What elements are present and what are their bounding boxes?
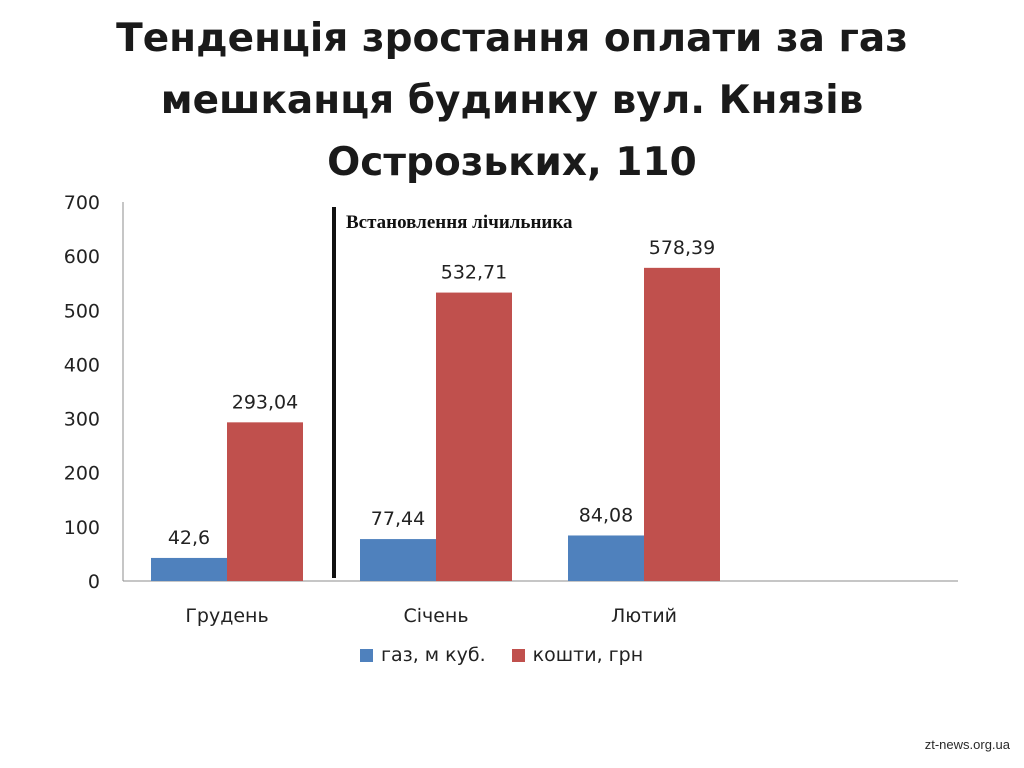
watermark: zt-news.org.ua [924,737,1010,752]
legend-item-money: кошти, грн [511,644,644,666]
x-tick-label: Січень [403,605,468,627]
bar-gas [568,535,644,581]
y-tick-label: 400 [64,354,100,376]
bar-gas [360,539,436,581]
y-tick-label: 300 [64,409,100,431]
title-line-1: Тенденція зростання оплати за газ [116,16,908,61]
bar-money [644,267,720,581]
title-line-2: мешканця будинку вул. Князів [160,78,864,123]
chart-legend: газ, м куб. кошти, грн [360,644,643,666]
y-tick-label: 100 [64,517,100,539]
data-label: 84,08 [579,504,633,526]
data-label: 578,39 [649,237,715,259]
data-label: 42,6 [168,527,210,549]
data-label: 77,44 [371,508,425,530]
annotation-label: Встановлення лічильника [346,212,573,233]
y-tick-label: 0 [88,571,100,593]
y-tick-label: 600 [64,246,100,268]
chart-title: Тенденція зростання оплати за газ мешкан… [112,8,912,194]
legend-swatch-gas [360,648,373,662]
bar-gas [151,557,227,581]
data-label: 293,04 [232,391,298,413]
x-tick-label: Грудень [185,605,268,627]
title-line-3: Острозьких, 110 [327,140,697,185]
legend-item-gas: газ, м куб. [360,644,486,666]
bar-money [227,422,303,581]
y-tick-label: 700 [64,192,100,214]
x-tick-label: Лютий [611,605,677,627]
y-tick-label: 200 [64,463,100,485]
legend-label-gas: газ, м куб. [381,644,486,666]
y-tick-label: 500 [64,300,100,322]
bar-money [436,292,512,581]
legend-swatch-money [511,648,525,662]
data-label: 532,71 [441,262,507,284]
legend-label-money: кошти, грн [532,644,644,666]
